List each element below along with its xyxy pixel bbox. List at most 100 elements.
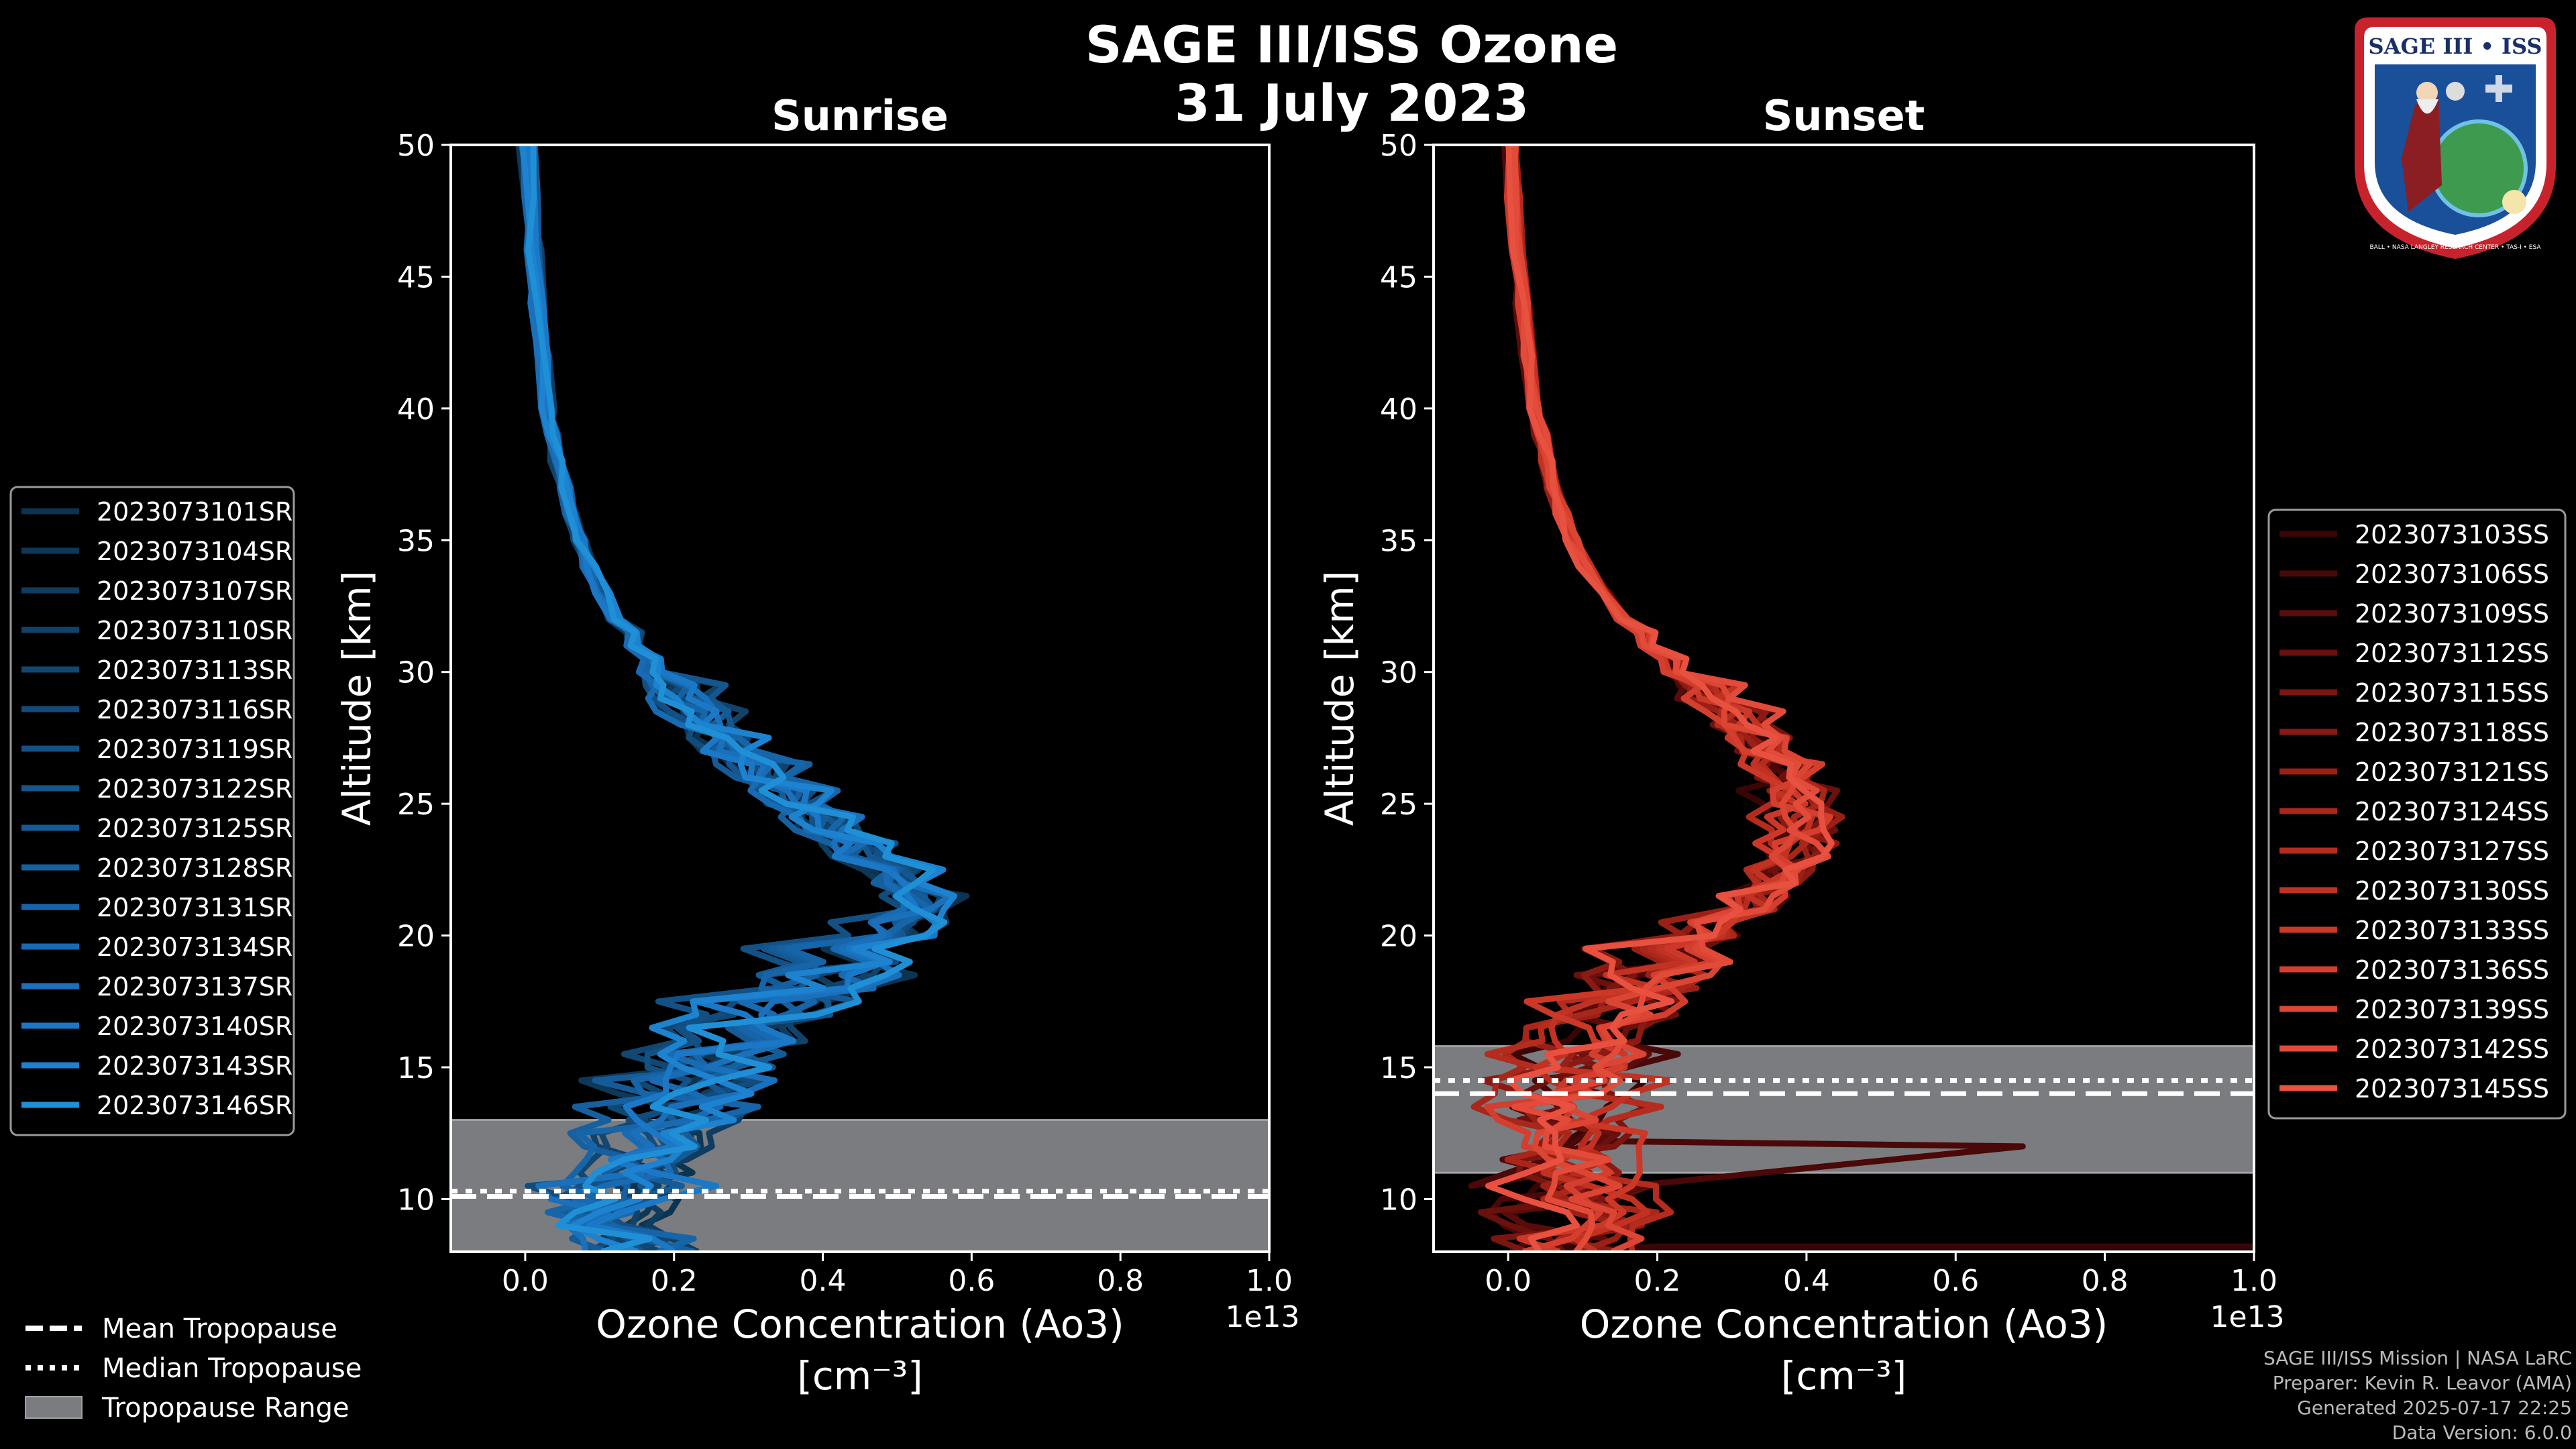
profile-line-2023073146SR xyxy=(525,145,948,1252)
legend-entry-2023073122SR: 2023073122SR xyxy=(97,774,292,804)
y-tick-label: 20 xyxy=(397,920,435,954)
tropopause-legend: Mean Tropopause Median Tropopause Tropopau… xyxy=(25,1313,362,1424)
legend-entry-2023073140SR: 2023073140SR xyxy=(97,1012,292,1041)
legend-entry-2023073127SS: 2023073127SS xyxy=(2355,837,2549,866)
footer-version: Data Version: 6.0.0 xyxy=(2392,1421,2572,1444)
x-tick-label: 0.8 xyxy=(1097,1264,1144,1298)
legend-entry-2023073101SR: 2023073101SR xyxy=(97,497,292,527)
y-tick-label: 40 xyxy=(397,392,435,427)
figure-title-line1: SAGE III/ISS Ozone xyxy=(1085,15,1618,74)
figure-title-line2: 31 July 2023 xyxy=(1175,73,1529,133)
legend-entry-2023073116SR: 2023073116SR xyxy=(97,695,292,724)
x-axis-unit: [cm⁻³] xyxy=(797,1353,923,1399)
legend-entry-2023073113SR: 2023073113SR xyxy=(97,655,292,685)
legend-entry-2023073125SR: 2023073125SR xyxy=(97,814,292,843)
moon-icon xyxy=(2446,82,2465,101)
legend-entry-2023073124SS: 2023073124SS xyxy=(2355,797,2549,826)
tropopause-legend-label: Median Tropopause xyxy=(102,1353,362,1384)
footer-mission: SAGE III/ISS Mission | NASA LaRC xyxy=(2263,1347,2572,1369)
wizard-icon xyxy=(2402,98,2442,212)
sunset-panel: 0.0 0.2 0.4 0.6 0.8 1.0 10 15 20 25 30 35 40 45 50 Suns… xyxy=(1317,91,2285,1399)
legend-entry-2023073142SS: 2023073142SS xyxy=(2355,1034,2549,1064)
x-tick-label: 0.0 xyxy=(1485,1264,1532,1298)
x-offset-label: 1e13 xyxy=(1225,1300,1299,1334)
x-tick-label: 0.4 xyxy=(800,1264,847,1298)
x-tick-label: 0.6 xyxy=(1932,1264,1979,1298)
logo-text: SAGE III • ISS xyxy=(2369,34,2542,59)
y-tick-label: 30 xyxy=(1380,656,1417,690)
earth-icon xyxy=(2432,121,2526,215)
y-tick-label: 10 xyxy=(397,1183,435,1217)
y-tick-label: 20 xyxy=(1380,920,1417,954)
x-tick-label: 0.0 xyxy=(502,1264,549,1298)
legend-entry-2023073112SS: 2023073112SS xyxy=(2355,639,2549,668)
x-tick-label: 0.8 xyxy=(2082,1264,2129,1298)
x-axis-label: Ozone Concentration (Ao3) xyxy=(596,1301,1124,1347)
legend-entry-2023073145SS: 2023073145SS xyxy=(2355,1074,2549,1104)
sunset-legend: 2023073103SS 2023073106SS 2023073109SS 2023… xyxy=(2267,508,2567,1120)
footer-generated: Generated 2025-07-17 22:25 xyxy=(2297,1397,2572,1419)
legend-entry-2023073104SR: 2023073104SR xyxy=(97,537,292,566)
y-axis-label: Altitude [km] xyxy=(334,571,380,826)
y-tick-label: 35 xyxy=(397,524,435,558)
legend-entry-2023073106SS: 2023073106SS xyxy=(2355,559,2549,589)
y-tick-label: 15 xyxy=(1380,1051,1417,1085)
legend-box xyxy=(2267,508,2567,1120)
y-tick-label: 15 xyxy=(397,1051,435,1085)
x-tick-label: 0.4 xyxy=(1783,1264,1830,1298)
y-tick-label: 45 xyxy=(1380,260,1417,294)
y-tick-label: 50 xyxy=(1380,129,1417,163)
x-tick-label: 0.2 xyxy=(1634,1264,1681,1298)
sunrise-panel: 0.0 0.2 0.4 0.6 0.8 1.0 10 15 20 25 30 35 40 45 50 Sunr… xyxy=(334,91,1300,1399)
sage-iii-iss-logo: SAGE III • ISS BALL • NASA LANGLEY RESEA… xyxy=(2355,17,2556,259)
profile-line-2023073145SS xyxy=(1485,145,1835,1252)
legend-entry-2023073107SR: 2023073107SR xyxy=(97,576,292,606)
legend-entry-2023073139SS: 2023073139SS xyxy=(2355,995,2549,1024)
legend-entry-2023073115SS: 2023073115SS xyxy=(2355,678,2549,708)
legend-entry-2023073128SR: 2023073128SR xyxy=(97,853,292,883)
y-tick-label: 25 xyxy=(1380,788,1417,822)
logo-ring-text: BALL • NASA LANGLEY RESEARCH CENTER • TA… xyxy=(2369,244,2541,251)
legend-entry-2023073103SS: 2023073103SS xyxy=(2355,520,2549,549)
profile-line-2023073140SR xyxy=(525,145,938,1252)
y-tick-label: 10 xyxy=(1380,1183,1417,1217)
x-tick-label: 1.0 xyxy=(2231,1264,2277,1298)
subplot-title: Sunrise xyxy=(771,91,949,140)
x-axis-label: Ozone Concentration (Ao3) xyxy=(1580,1301,2108,1347)
legend-entry-2023073133SS: 2023073133SS xyxy=(2355,916,2549,945)
tropopause-legend-label: Mean Tropopause xyxy=(102,1313,337,1344)
sun-icon xyxy=(2502,190,2526,214)
y-tick-label: 30 xyxy=(397,656,435,690)
footer-preparer: Preparer: Kevin R. Leavor (AMA) xyxy=(2272,1372,2572,1394)
x-tick-label: 0.2 xyxy=(651,1264,698,1298)
legend-entry-2023073110SR: 2023073110SR xyxy=(97,616,292,645)
profile-line-2023073139SS xyxy=(1507,145,1813,1252)
legend-entry-2023073143SR: 2023073143SR xyxy=(97,1051,292,1081)
legend-entry-2023073109SS: 2023073109SS xyxy=(2355,599,2549,629)
legend-entry-2023073118SS: 2023073118SS xyxy=(2355,718,2549,747)
legend-entry-2023073119SR: 2023073119SR xyxy=(97,735,292,764)
x-axis-unit: [cm⁻³] xyxy=(1781,1353,1907,1399)
tropopause-legend-label: Tropopause Range xyxy=(101,1393,350,1424)
legend-box xyxy=(9,486,295,1136)
y-tick-label: 50 xyxy=(397,129,435,163)
y-tick-label: 45 xyxy=(397,260,435,294)
y-tick-label: 25 xyxy=(397,788,435,822)
legend-entry-2023073121SS: 2023073121SS xyxy=(2355,757,2549,787)
legend-entry-2023073137SR: 2023073137SR xyxy=(97,972,292,1002)
legend-entry-2023073146SR: 2023073146SR xyxy=(97,1091,292,1120)
x-tick-label: 1.0 xyxy=(1246,1264,1293,1298)
legend-entry-2023073134SR: 2023073134SR xyxy=(97,932,292,962)
legend-entry-2023073130SS: 2023073130SS xyxy=(2355,876,2549,906)
plot-frame xyxy=(1432,144,2255,1253)
legend-entry-2023073136SS: 2023073136SS xyxy=(2355,955,2549,985)
legend-entry-2023073131SR: 2023073131SR xyxy=(97,893,292,922)
footer-credits: SAGE III/ISS Mission | NASA LaRC Prepare… xyxy=(2263,1346,2572,1445)
y-tick-label: 40 xyxy=(1380,392,1417,427)
x-offset-label: 1e13 xyxy=(2210,1300,2284,1334)
plot-frame xyxy=(449,144,1271,1253)
x-tick-label: 0.6 xyxy=(948,1264,995,1298)
subplot-title: Sunset xyxy=(1763,91,1925,140)
y-tick-label: 35 xyxy=(1380,524,1417,558)
